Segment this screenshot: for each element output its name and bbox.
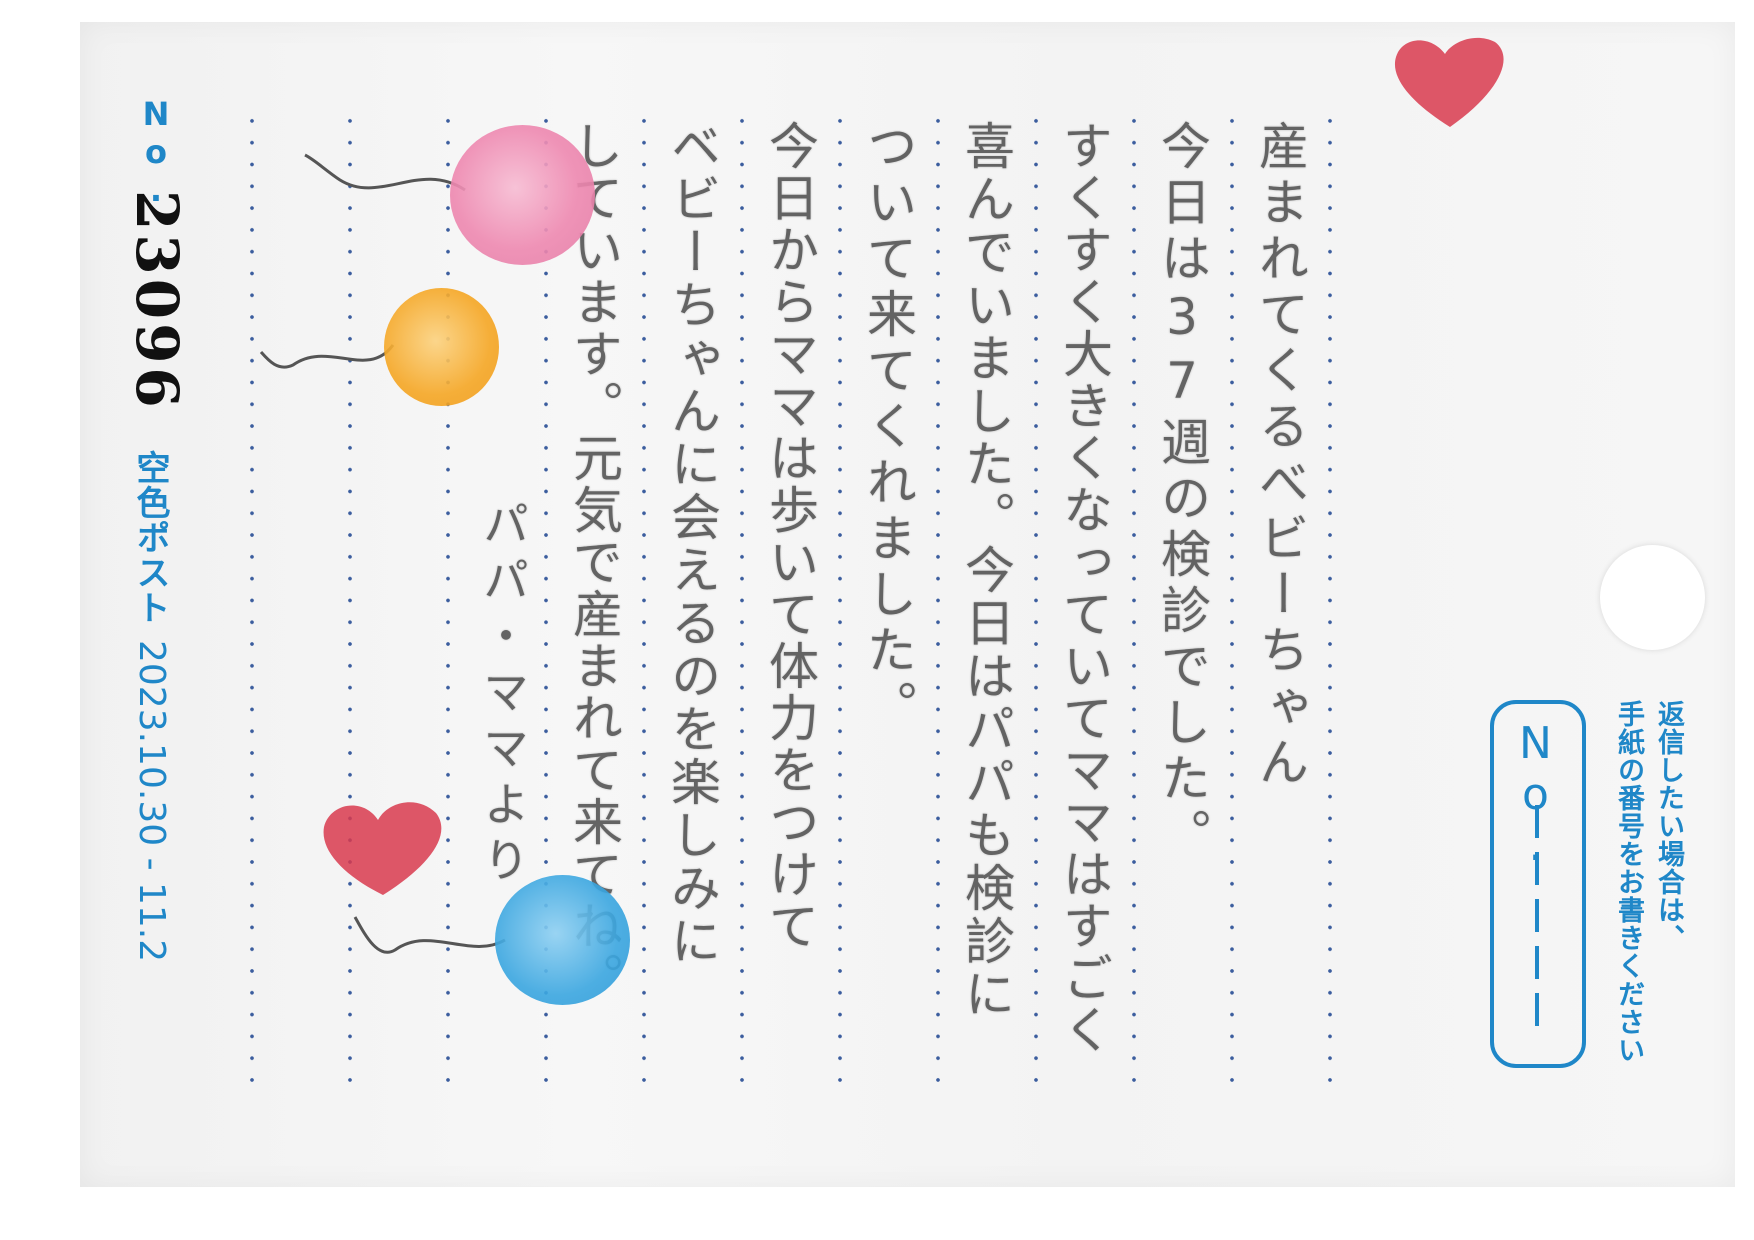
dotted-guide-line (1230, 110, 1234, 1090)
dotted-guide-line (642, 110, 646, 1090)
dotted-guide-line (936, 110, 940, 1090)
punched-hole (1600, 545, 1705, 650)
reply-no-label: No. (1510, 718, 1561, 871)
dotted-guide-line (1328, 110, 1332, 1090)
letter-line-1: 産まれてくるべビーちゃん (1251, 120, 1309, 792)
balloon-icon (495, 875, 630, 1005)
letter-line-7: ベビーちゃんに会えるのを楽しみに (663, 120, 721, 968)
dotted-guide-line (446, 110, 450, 1090)
dotted-guide-line (1034, 110, 1038, 1090)
letter-line-4: 喜んでいました。今日はパパも検診に (957, 120, 1015, 1021)
letter-line-3: すくすく大きくなっていてママはすごく (1055, 120, 1113, 1056)
letter-paper (80, 22, 1735, 1187)
balloon-icon (450, 125, 595, 265)
dotted-guide-line (250, 110, 254, 1090)
letter-line-8: しています。元気で産まれて来てね。 (565, 120, 623, 1004)
dotted-guide-line (544, 110, 548, 1090)
brand-name: 空色ポスト (130, 450, 170, 625)
heart-icon (1394, 37, 1504, 127)
letter-line-2: 今日は37週の検診でした。 (1153, 120, 1211, 864)
serial-number: 23096 (123, 190, 191, 412)
letter-signature: パパ・ママより (476, 500, 530, 892)
dotted-guide-line (740, 110, 744, 1090)
reply-number-box[interactable] (1490, 700, 1586, 1068)
balloon-string (353, 916, 506, 954)
dotted-guide-line (838, 110, 842, 1090)
reply-instruction-line1: 返信したい場合は、 (1653, 700, 1684, 952)
balloon-icon (384, 288, 499, 406)
letter-line-6: 今日からママは歩いて体力をつけて (761, 120, 819, 952)
dotted-guide-line (1132, 110, 1136, 1090)
heart-icon (323, 802, 442, 895)
date-range: 2023.10.30 - 11.2 (131, 640, 172, 963)
serial-no-label: No. (137, 95, 175, 209)
dotted-guide-line (348, 110, 352, 1090)
balloon-string (259, 344, 395, 369)
reply-number-blanks (1535, 805, 1539, 1026)
reply-instruction-line2: 手紙の番号をお書きください (1613, 700, 1644, 1064)
balloon-string (304, 153, 466, 192)
letter-line-5: ついて来てくれました。 (859, 120, 917, 736)
